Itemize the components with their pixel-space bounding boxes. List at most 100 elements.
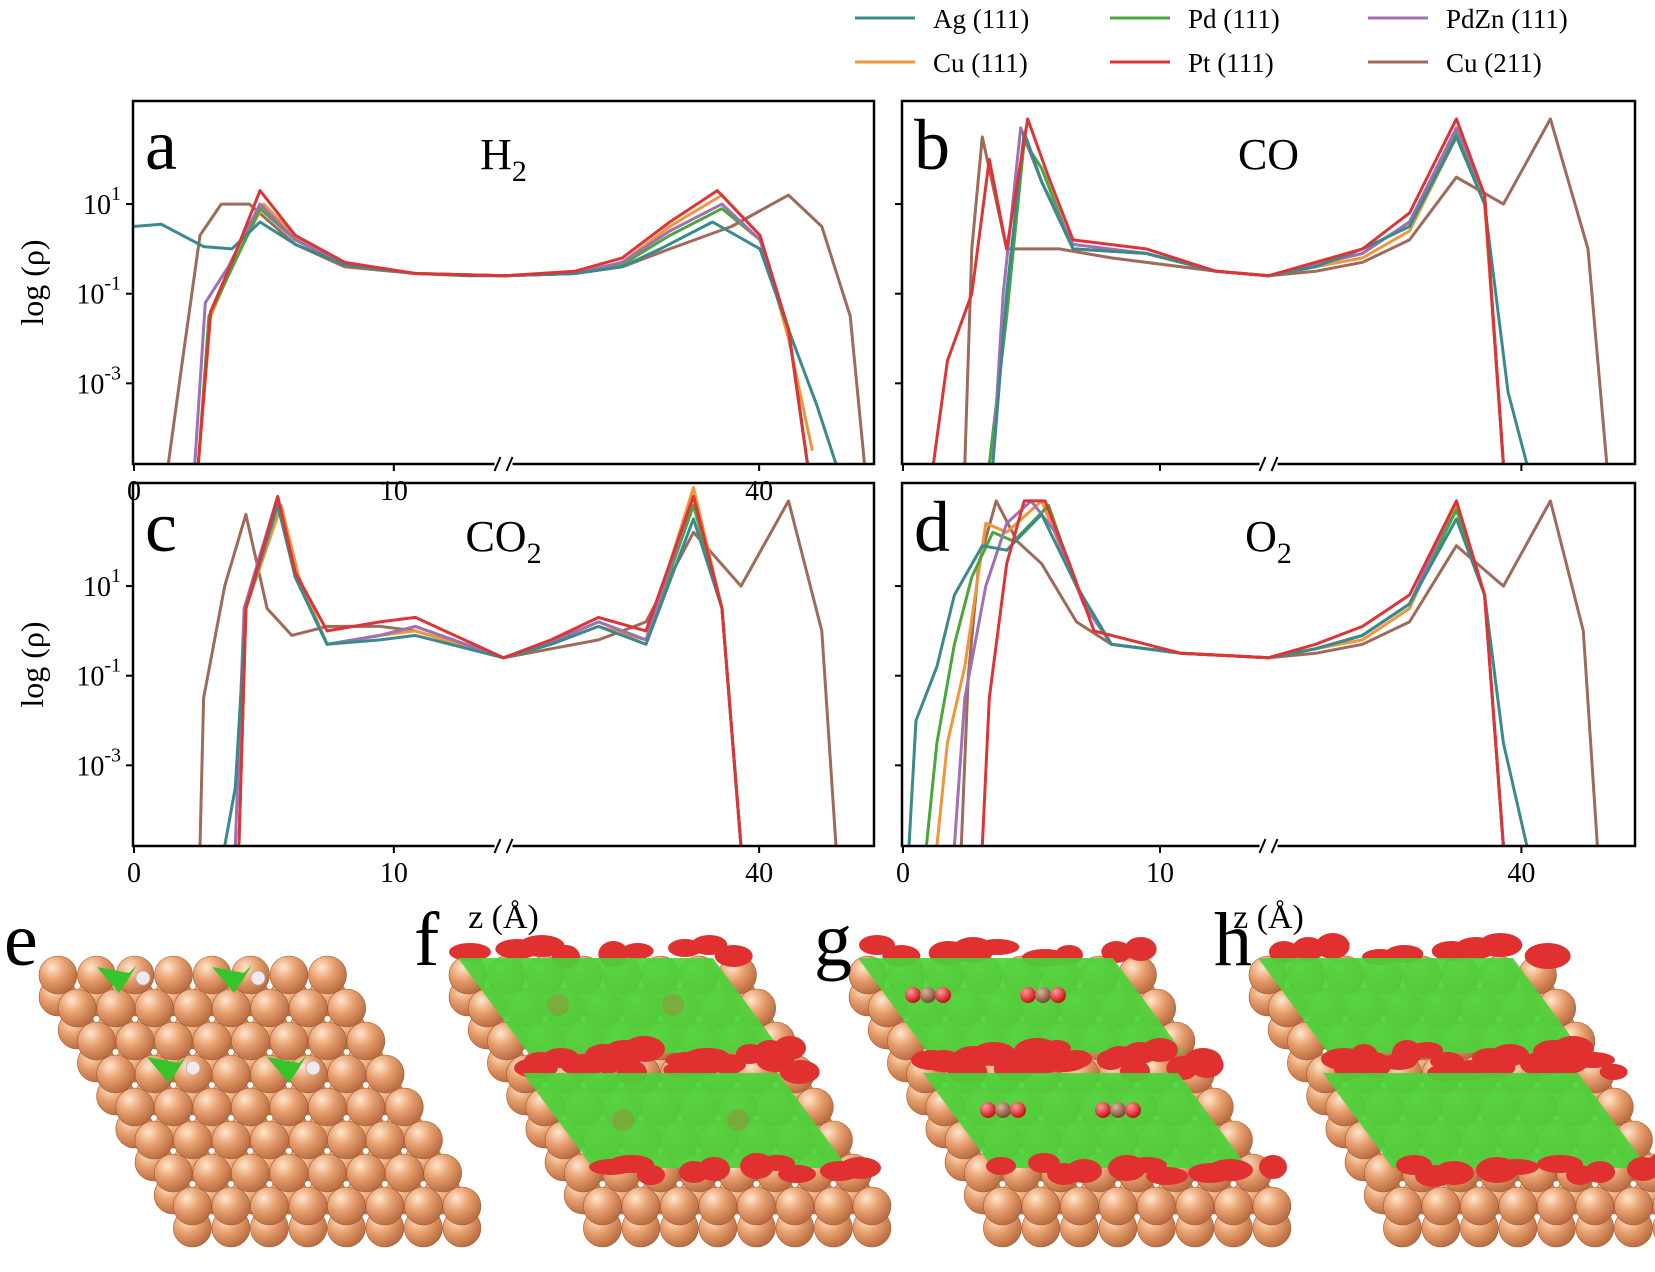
series-line (991, 130, 1529, 464)
cu-atom (1652, 1196, 1655, 1216)
panel-letter: b (914, 105, 950, 185)
series-group (198, 486, 838, 846)
charts: 101 10-1 10-3 0 10 40 log (ρ) a H2 b CO 101 10-1 10-3… (14, 99, 1637, 936)
h-atom (250, 970, 266, 986)
structure-panel-e: e (4, 898, 482, 1248)
y-tick-label: 10-1 (76, 273, 121, 311)
density-lobe (518, 935, 565, 957)
cu-atom (288, 1186, 328, 1226)
cu-atom (231, 1087, 270, 1127)
cu-atom (814, 1186, 853, 1226)
series-line (237, 494, 743, 846)
structure-panel-g: g (814, 898, 1292, 1248)
cu-atom (1614, 1186, 1653, 1226)
density-lobe (779, 1060, 820, 1084)
cu-atom (1252, 1186, 1292, 1226)
atom-under-isosurface (662, 994, 684, 1016)
density-lobe (1434, 1161, 1474, 1185)
cu-atom (698, 1186, 738, 1226)
series-line (196, 207, 809, 464)
density-lobe (1495, 1159, 1539, 1175)
density-lobe (1585, 1161, 1615, 1183)
cu-atom (308, 955, 347, 995)
cu-atom (1575, 1186, 1615, 1226)
cu-atom (288, 988, 328, 1028)
axis-break-mark (505, 838, 514, 854)
density-isosurface (1258, 958, 1583, 1053)
panel-letter: c (145, 487, 177, 567)
legend-entry: Ag (111) (855, 4, 1029, 34)
density-lobe (1040, 1054, 1087, 1072)
density-lobe (1207, 1159, 1253, 1181)
cu-atom (288, 1120, 328, 1160)
cu-atom (134, 988, 174, 1028)
density-isosurface (923, 1073, 1248, 1168)
legend-label: PdZn (111) (1446, 4, 1568, 34)
x-tick-label: 0 (896, 858, 910, 889)
panel-letter: f (414, 898, 440, 982)
density-lobe (1124, 937, 1157, 961)
series-group (133, 189, 866, 464)
chart-panel-b: b CO (895, 99, 1637, 472)
series-line (952, 499, 1505, 846)
structure-panel-f: f (414, 898, 892, 1248)
series-group (907, 499, 1599, 846)
cu-atom (173, 988, 212, 1028)
atom-under-isosurface (727, 1109, 749, 1131)
axis-break-mark (1270, 456, 1279, 472)
density-lobe (1269, 941, 1299, 963)
density-lobe (1142, 1038, 1178, 1062)
c-atom (920, 987, 936, 1003)
panel-letter: e (4, 898, 38, 982)
y-axis-title: log (ρ) (14, 621, 50, 707)
series-line (133, 220, 838, 464)
cu-atom (134, 1120, 174, 1160)
series-line (980, 499, 1505, 846)
cu-atom (269, 1021, 309, 1061)
axis-break-mark (1270, 838, 1279, 854)
atom-under-isosurface (547, 994, 569, 1016)
cu-atom (1060, 1186, 1099, 1226)
series-line (193, 202, 809, 464)
density-lobe (1599, 1064, 1628, 1080)
density-lobe (1315, 933, 1350, 959)
density-lobe (623, 1036, 665, 1062)
panel-letter: h (1214, 898, 1252, 982)
panel-title: O2 (1245, 512, 1292, 570)
cu-atom (1214, 1186, 1253, 1226)
cu-atom (1175, 1186, 1215, 1226)
x-tick-label: 0 (127, 858, 141, 889)
density-lobe (986, 1157, 1016, 1175)
density-lobe (1259, 1155, 1287, 1179)
cu-atom (423, 1153, 463, 1193)
y-tick-label: 10-3 (76, 744, 121, 782)
density-lobe (449, 943, 491, 961)
axis-break-mark (1258, 456, 1267, 472)
cu-atom (1498, 1186, 1538, 1226)
panel-letter: d (914, 487, 950, 567)
density-lobe (637, 1165, 665, 1185)
cu-atom (192, 1087, 232, 1127)
cu-atom (211, 988, 251, 1028)
density-isosurface (212, 965, 252, 993)
cu-atom (327, 1186, 366, 1226)
h-atom (135, 970, 151, 986)
cu-atom (115, 1021, 155, 1061)
cu-atom (365, 1054, 405, 1094)
y-axis-title: log (ρ) (14, 239, 50, 325)
density-lobe (1043, 1040, 1071, 1056)
density-lobe (714, 945, 753, 967)
axis-break-mark (1258, 838, 1267, 854)
series-line (931, 117, 1505, 464)
density-lobe (1189, 1052, 1224, 1078)
structure-panel-h: h (1214, 898, 1655, 1248)
density-lobe (1146, 1167, 1188, 1185)
panel-letter: g (814, 898, 852, 982)
cu-atom (404, 1120, 443, 1160)
cu-atom (660, 1186, 699, 1226)
density-lobe (1543, 1048, 1590, 1074)
cu-atom (1460, 1186, 1499, 1226)
cu-atom (269, 955, 309, 995)
cu-atom (384, 1153, 424, 1193)
